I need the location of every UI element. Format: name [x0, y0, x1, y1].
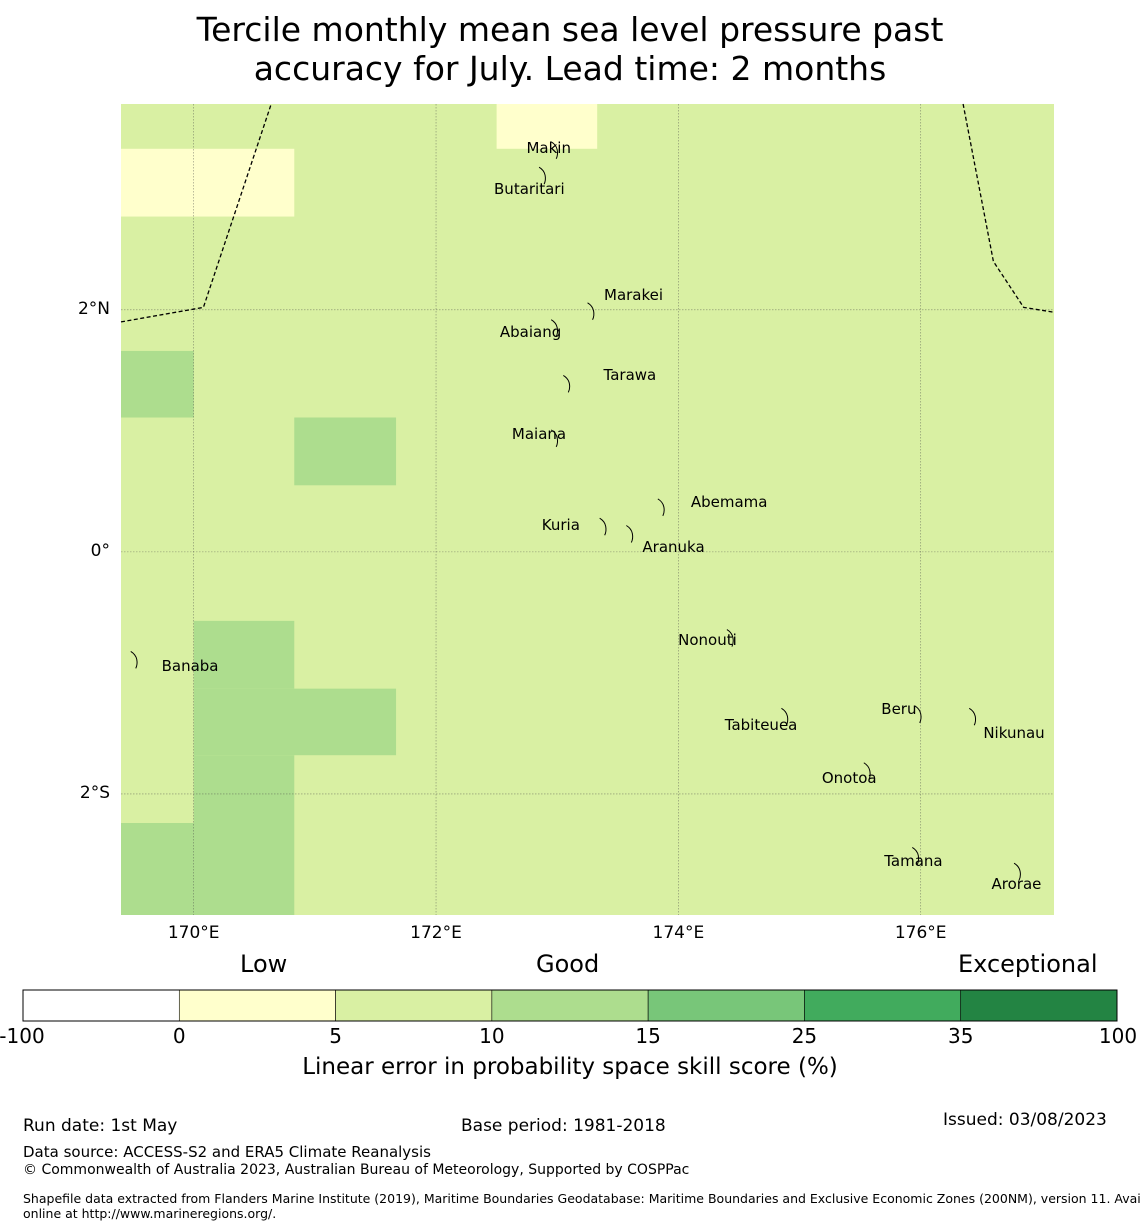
- skill-cell-3: [294, 417, 397, 486]
- colorbar-tick-7: 100: [1098, 1024, 1138, 1048]
- eez-boundary-0: [120, 103, 272, 323]
- island-label-abemama: Abemama: [690, 493, 768, 512]
- skill-cell-6: [193, 755, 295, 824]
- skill-cell-5: [193, 688, 397, 756]
- island-label-kuria: Kuria: [541, 516, 580, 535]
- category-exceptional: Exceptional: [958, 950, 1098, 978]
- island-label-tarawa: Tarawa: [603, 366, 657, 385]
- colorbar-tick-2: 5: [329, 1024, 342, 1048]
- base-period: Base period: 1981-2018: [461, 1116, 666, 1136]
- colorbar-tick-5: 25: [791, 1024, 818, 1048]
- island-label-makin: Makin: [526, 138, 571, 157]
- island-label-banaba: Banaba: [161, 656, 219, 675]
- colorbar-frame: [22, 989, 1118, 1022]
- skill-cell-1: [121, 148, 295, 217]
- island-outline-abaiang: [550, 319, 559, 337]
- island-outline-nonouti: [726, 629, 734, 647]
- issued-date: Issued: 03/08/2023: [943, 1110, 1107, 1130]
- colorbar-tick-3: 10: [479, 1024, 505, 1048]
- island-outline-makin: [550, 141, 559, 160]
- island-label-aranuka: Aranuka: [642, 538, 705, 557]
- colorbar-segment-0: [22, 989, 180, 1022]
- lat-tick--2: 2°S: [79, 782, 110, 803]
- colorbar: [22, 989, 1118, 1022]
- map-title-line-2: accuracy for July. Lead time: 2 months: [253, 49, 887, 88]
- island-outline-aranuka: [626, 525, 634, 543]
- island-outline-nikunau: [968, 707, 977, 726]
- island-label-tamana: Tamana: [884, 851, 943, 870]
- island-outline-arorae: [1013, 862, 1021, 881]
- island-label-maiana: Maiana: [511, 425, 567, 444]
- colorbar-segment-5: [804, 989, 962, 1022]
- island-outline-beru: [914, 705, 922, 724]
- island-outline-marakei: [587, 302, 595, 320]
- category-low: Low: [240, 950, 288, 978]
- island-outline-tabiteuea: [781, 707, 789, 726]
- lon-tick-174: 174°E: [652, 923, 705, 943]
- colorbar-segment-3: [491, 989, 649, 1022]
- colorbar-tick-6: 35: [947, 1024, 974, 1048]
- lat-tick-2: 2°N: [77, 298, 110, 319]
- island-label-abaiang: Abaiang: [499, 322, 562, 341]
- island-label-butaritari: Butaritari: [494, 179, 565, 198]
- map-plot-area: [120, 103, 1055, 915]
- island-label-tabiteuea: Tabiteuea: [724, 715, 798, 734]
- colorbar-segment-4: [647, 989, 805, 1022]
- skill-cell-2: [121, 350, 194, 418]
- eez-boundary-1: [962, 103, 1055, 313]
- island-outline-maiana: [550, 429, 559, 448]
- island-label-marakei: Marakei: [604, 286, 664, 305]
- island-outline-banaba: [130, 650, 138, 669]
- colorbar-tick-1: 0: [172, 1024, 186, 1048]
- island-outline-onotoa: [863, 762, 871, 780]
- lon-tick-172: 172°E: [410, 923, 462, 943]
- island-label-onotoa: Onotoa: [821, 769, 877, 788]
- shapefile-credit-line-2: online at http://www.marineregions.org/.: [23, 1206, 277, 1221]
- island-outline-tarawa: [563, 374, 571, 393]
- lat-tick-0: 0°: [90, 540, 110, 561]
- island-label-arorae: Arorae: [991, 874, 1042, 893]
- island-outline-butaritari: [538, 166, 546, 185]
- colorbar-tick-0: -100: [0, 1024, 45, 1048]
- island-label-beru: Beru: [881, 700, 917, 719]
- data-source: Data source: ACCESS-S2 and ERA5 Climate …: [23, 1143, 431, 1161]
- run-date: Run date: 1st May: [23, 1116, 178, 1136]
- island-outline-kuria: [599, 517, 607, 536]
- skill-cell-7: [121, 823, 295, 915]
- island-outline-abemama: [657, 498, 665, 517]
- skill-cell-0: [496, 104, 598, 149]
- skill-cell-4: [193, 620, 295, 689]
- island-label-nikunau: Nikunau: [983, 724, 1045, 743]
- colorbar-segment-1: [178, 989, 336, 1022]
- island-outline-tamana: [912, 847, 920, 865]
- category-good: Good: [536, 950, 600, 978]
- map-title: Tercile monthly mean sea level pressure …: [0, 10, 1140, 88]
- colorbar-segment-2: [335, 989, 493, 1022]
- colorbar-segment-6: [960, 989, 1118, 1022]
- island-label-nonouti: Nonouti: [678, 631, 737, 650]
- shapefile-credit-line-1: Shapefile data extracted from Flanders M…: [23, 1191, 1140, 1206]
- lon-tick-176: 176°E: [894, 923, 947, 943]
- colorbar-tick-4: 15: [635, 1024, 661, 1048]
- lon-tick-170: 170°E: [167, 923, 220, 943]
- colorbar-label: Linear error in probability space skill …: [302, 1054, 838, 1080]
- copyright-notice: © Commonwealth of Australia 2023, Austra…: [23, 1162, 690, 1178]
- map-title-line-1: Tercile monthly mean sea level pressure …: [196, 10, 944, 49]
